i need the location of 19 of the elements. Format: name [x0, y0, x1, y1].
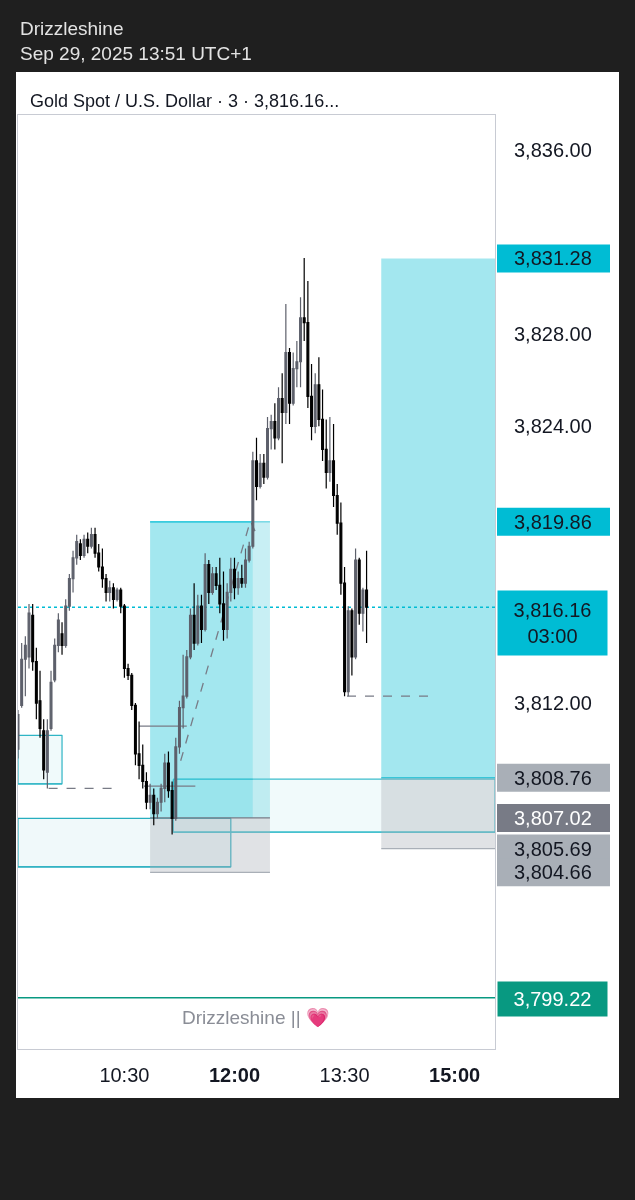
- chart-title: Gold Spot / U.S. Dollar · 3 · 3,816.16...: [30, 91, 340, 112]
- y-tick-label: 3,831.28: [514, 247, 592, 270]
- y-tick-label: 3,805.69: [514, 837, 592, 860]
- x-tick-label: 13:30: [319, 1064, 370, 1086]
- x-tick-label: 12:00: [208, 1064, 261, 1086]
- y-tick-label: 3,836.00: [514, 138, 592, 161]
- y-tick-label: 3,812.00: [514, 692, 592, 715]
- y-tick-label: 3,807.02: [514, 806, 592, 829]
- annotation: Drizzleshine || 💗: [182, 1007, 330, 1028]
- ref-line-label: 3,816.16 03:00: [513, 599, 592, 647]
- y-tick-label: 3,804.66: [514, 861, 592, 884]
- y-tick-label: 3,808.76: [514, 766, 592, 789]
- y-tick-label: 3,819.86: [514, 510, 592, 533]
- x-tick-label: 10:30: [99, 1064, 150, 1086]
- ref-line-label: 3,799.22: [513, 988, 592, 1010]
- x-tick-label: 15:00: [429, 1064, 481, 1086]
- y-tick-label: 3,828.00: [514, 323, 592, 346]
- y-tick-label: 3,824.00: [514, 415, 592, 438]
- chart-subtitle: Drizzleshine Sep 29, 2025 13:51 UTC+1: [20, 18, 252, 64]
